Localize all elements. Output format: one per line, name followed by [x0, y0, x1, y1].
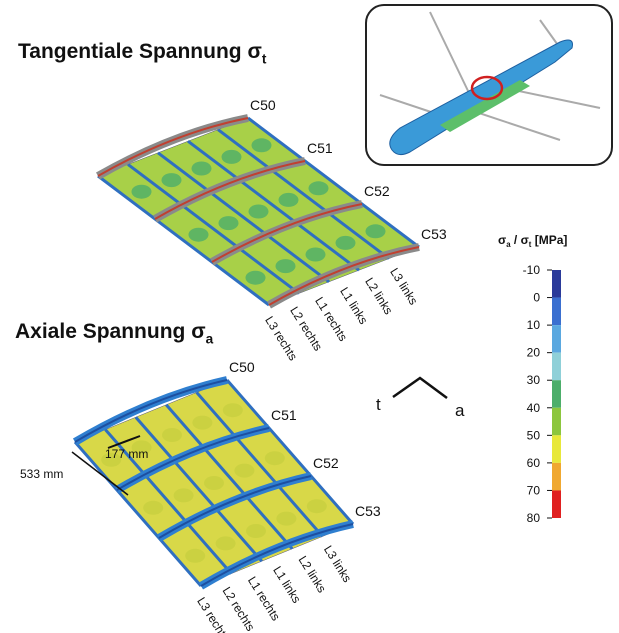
frame-label: C53 — [355, 503, 381, 519]
stress-field — [306, 248, 326, 262]
colorbar-tick-label: 50 — [527, 428, 541, 442]
colorbar-tick-label: 80 — [527, 511, 541, 525]
colorbar-swatch — [552, 408, 561, 436]
frame-label: C51 — [271, 407, 297, 423]
stress-field — [174, 488, 194, 502]
stress-field — [307, 499, 327, 513]
stress-field — [279, 193, 299, 207]
colorbar-swatch — [552, 463, 561, 491]
colorbar-tick-label: 0 — [533, 291, 540, 305]
frame-label: C53 — [421, 226, 447, 242]
stress-field — [246, 524, 266, 538]
direction-arrows — [393, 378, 447, 398]
colorbar-swatch — [552, 435, 561, 463]
stress-field — [185, 549, 205, 563]
colorbar-swatch — [552, 490, 561, 518]
dimension-label: 533 mm — [20, 467, 63, 481]
stress-field — [222, 150, 242, 164]
subscript: t — [262, 51, 267, 66]
stress-field — [189, 228, 209, 242]
frame-label: C52 — [313, 455, 339, 471]
stress-field — [204, 476, 224, 490]
frame-label: C51 — [307, 140, 333, 156]
stress-field — [132, 185, 152, 199]
colorbar-swatch — [552, 270, 561, 298]
colorbar-swatch — [552, 298, 561, 326]
colorbar-tick-label: 40 — [527, 401, 541, 415]
frame-label: C52 — [364, 183, 390, 199]
stress-field — [162, 428, 182, 442]
colorbar-tick-label: -10 — [523, 263, 541, 277]
stress-field — [219, 216, 239, 230]
colorbar-label: σa / σt [MPa] — [498, 233, 567, 249]
stress-field — [192, 416, 212, 430]
stringer-label: L1 links — [270, 564, 303, 606]
text-part: Axiale Spannung σ — [15, 320, 206, 343]
text-part: Tangentiale Spannung σ — [18, 40, 262, 63]
frame-label: C50 — [250, 97, 276, 113]
text-part: / σ — [511, 233, 529, 247]
colorbar-tick-label: 20 — [527, 346, 541, 360]
subscript: a — [206, 331, 214, 346]
text-part: [MPa] — [531, 233, 567, 247]
stress-field — [246, 271, 266, 285]
stress-field — [162, 173, 182, 187]
stress-field — [143, 501, 163, 515]
colorbar-tick-label: 70 — [527, 483, 541, 497]
stringer-label: L3 links — [321, 543, 354, 585]
stress-field — [223, 403, 243, 417]
stress-field — [192, 162, 212, 176]
stress-field — [265, 451, 285, 465]
stress-field — [309, 181, 329, 195]
direction-label: a — [455, 401, 465, 420]
stringer-label: L2 links — [362, 275, 395, 317]
frame-label: C50 — [229, 359, 255, 375]
stress-field — [216, 536, 236, 550]
stringer-label: L3 links — [387, 265, 420, 307]
figure: Tangentiale Spannung σtC50C51C52C53L3 re… — [0, 0, 619, 633]
stringer-label: L1 links — [337, 285, 370, 327]
panel-title: Axiale Spannung σa — [15, 320, 214, 346]
stress-field — [276, 259, 296, 273]
stress-field — [249, 205, 269, 219]
colorbar-tick-label: 60 — [527, 456, 541, 470]
colorbar-tick-label: 30 — [527, 373, 541, 387]
stringer-label: L2 links — [296, 553, 329, 595]
dimension-label: 177 mm — [105, 447, 148, 461]
panel-title: Tangentiale Spannung σt — [18, 40, 267, 66]
inset — [366, 5, 612, 165]
direction-label: t — [376, 395, 381, 414]
stress-field — [234, 464, 254, 478]
colorbar-swatch — [552, 353, 561, 381]
colorbar-tick-label: 10 — [527, 318, 541, 332]
colorbar-swatch — [552, 325, 561, 353]
text-part: σ — [498, 233, 506, 247]
stress-field — [252, 138, 272, 152]
stress-field — [336, 236, 356, 250]
colorbar-swatch — [552, 380, 561, 408]
stress-field — [276, 512, 296, 526]
stress-field — [366, 224, 386, 238]
